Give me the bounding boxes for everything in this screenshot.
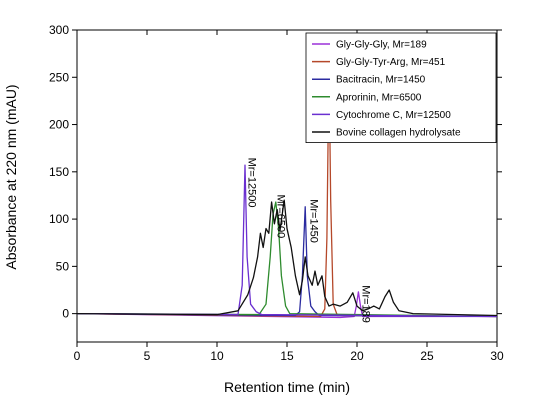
legend-box	[305, 32, 497, 143]
peak-annotation-4: Mr=189	[359, 285, 371, 323]
peak-annotation-3: Mr=1450	[308, 199, 320, 243]
legend-entry-0: Gly-Gly-Gly, Mr=189	[336, 40, 427, 51]
x-tick-label-0: 0	[74, 349, 81, 363]
x-tick-label-3: 15	[280, 349, 294, 363]
y-tick-label-4: 200	[49, 118, 69, 132]
y-tick-label-6: 300	[49, 23, 69, 37]
series-line-3	[76, 201, 498, 318]
x-tick-label-6: 30	[490, 349, 504, 363]
x-tick-label-1: 5	[144, 349, 151, 363]
legend-entry-4: Cytochrome C, Mr=12500	[336, 110, 451, 121]
y-tick-label-5: 250	[49, 70, 69, 84]
legend-entry-2: Bacitracin, Mr=1450	[336, 75, 426, 86]
y-tick-label-1: 50	[56, 259, 70, 273]
series-line-5	[76, 199, 498, 317]
series-line-4	[76, 164, 498, 318]
x-tick-label-2: 10	[210, 349, 224, 363]
legend-entry-1: Gly-Gly-Tyr-Arg, Mr=451	[336, 57, 446, 68]
y-tick-label-3: 150	[49, 165, 69, 179]
x-tick-label-5: 25	[420, 349, 434, 363]
legend-entry-5: Bovine collagen hydrolysate	[336, 128, 461, 139]
x-axis-title: Retention time (min)	[224, 379, 350, 395]
y-tick-label-2: 100	[49, 212, 69, 226]
y-axis-title: Absorbance at 220 nm (mAU)	[3, 84, 19, 269]
legend: Gly-Gly-Gly, Mr=189 Gly-Gly-Tyr-Arg, Mr=4…	[305, 32, 497, 143]
legend-entry-3: Aprorinin, Mr=6500	[336, 92, 422, 103]
peak-annotation-2: Mr=6500	[275, 195, 287, 239]
peak-annotation-1: Mr=12500	[245, 158, 257, 208]
series-layer	[76, 62, 498, 319]
y-tick-label-0: 0	[62, 307, 69, 321]
x-tick-label-4: 20	[350, 349, 364, 363]
